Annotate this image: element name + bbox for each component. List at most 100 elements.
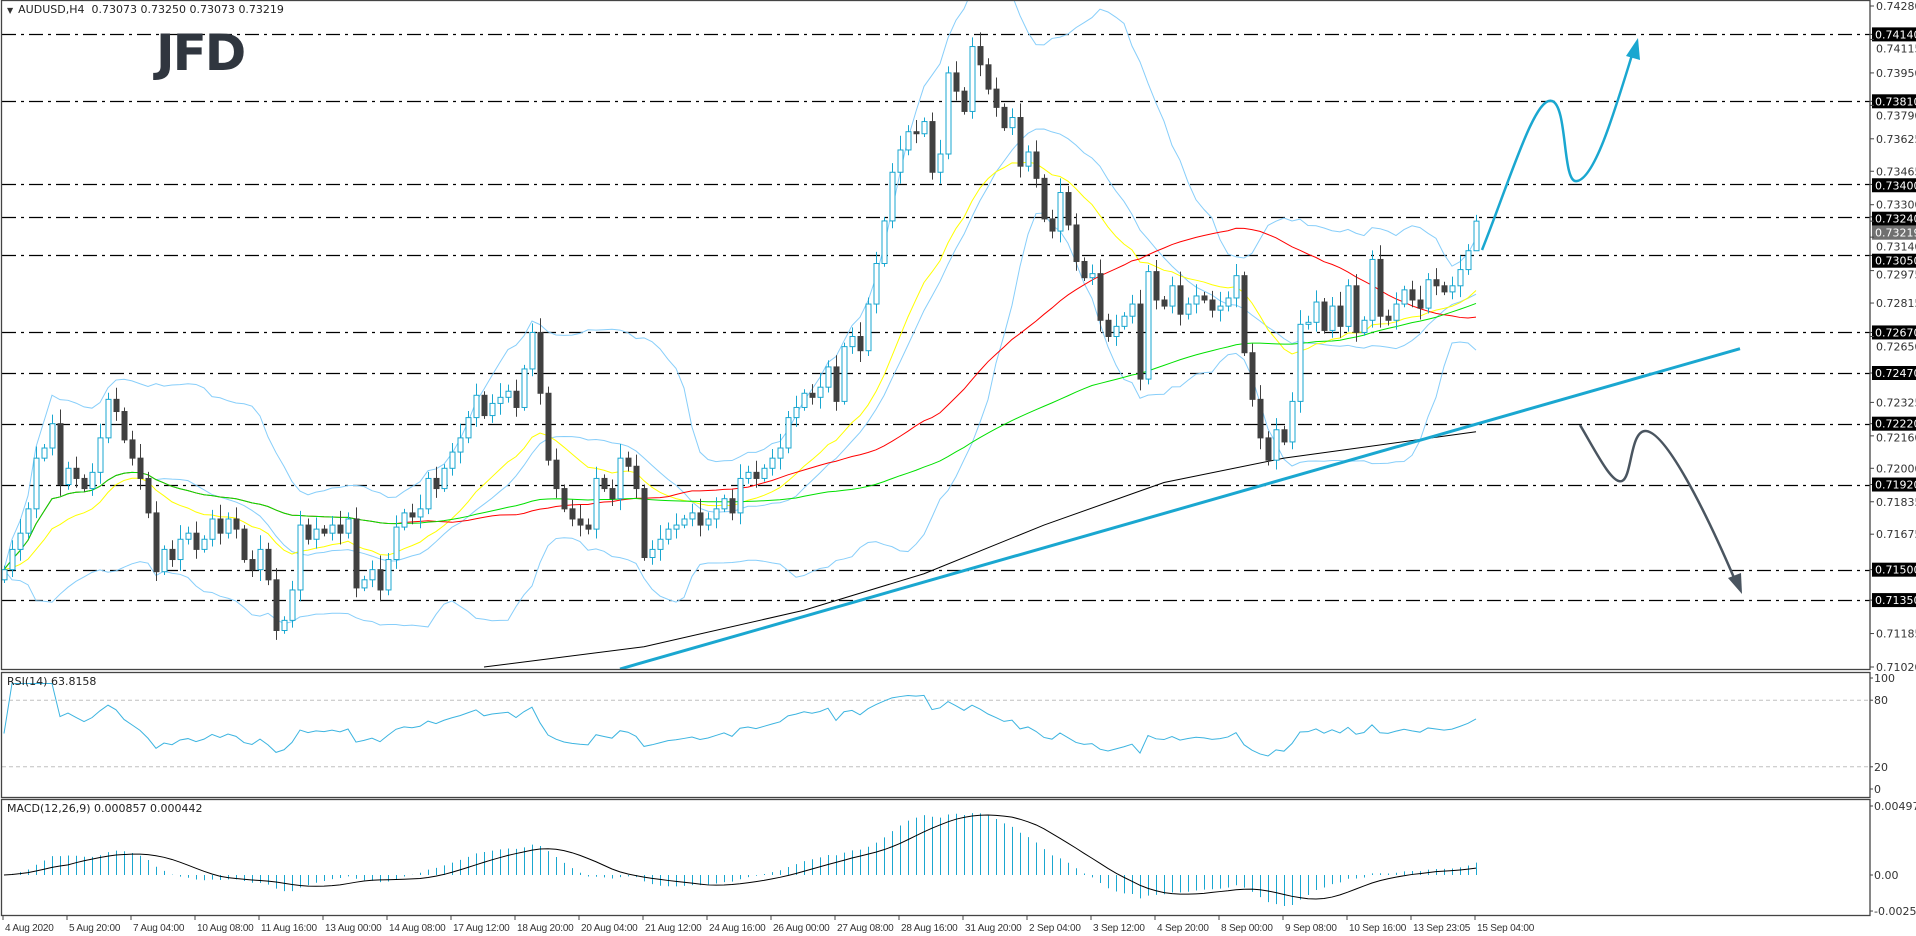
- candle: [913, 120, 920, 144]
- candle: [641, 484, 648, 561]
- candle-body: [273, 579, 280, 632]
- candle-body: [793, 406, 800, 419]
- candle-body: [1401, 289, 1408, 305]
- candle: [97, 423, 104, 484]
- candle: [513, 379, 520, 417]
- level-price-tag: [1872, 253, 1916, 268]
- candle: [633, 454, 640, 498]
- candle: [1081, 257, 1088, 281]
- candle: [305, 518, 312, 545]
- candle: [257, 535, 264, 582]
- candle: [937, 139, 944, 184]
- candle: [321, 525, 328, 537]
- current-price-label: 0.73219: [1875, 227, 1916, 240]
- candle: [1361, 316, 1368, 336]
- candle-body: [1305, 321, 1312, 325]
- candle: [1457, 255, 1464, 298]
- candle-body: [25, 508, 32, 534]
- candle-body: [1121, 315, 1128, 327]
- candle-body: [673, 524, 680, 530]
- candle-body: [1105, 319, 1112, 338]
- candle: [1073, 213, 1080, 271]
- candle: [1249, 343, 1256, 407]
- candle: [225, 512, 232, 539]
- candle: [1265, 431, 1272, 466]
- dropdown-triangle-icon[interactable]: ▼: [7, 6, 14, 15]
- candle: [1017, 103, 1024, 178]
- macd-signal-line: [3, 814, 1477, 900]
- candle-body: [1313, 301, 1320, 323]
- candle: [337, 510, 344, 545]
- candle-body: [777, 447, 784, 459]
- candle-body: [1369, 258, 1376, 321]
- candle-body: [9, 548, 16, 571]
- time-tick-label: 7 Aug 04:00: [133, 923, 185, 934]
- candle: [897, 135, 904, 184]
- candle-body: [537, 331, 544, 394]
- candle-body: [1089, 273, 1096, 279]
- candle: [617, 443, 624, 511]
- candle: [9, 540, 16, 577]
- candle-body: [1129, 303, 1136, 317]
- candle-body: [817, 386, 824, 398]
- candle-body: [473, 394, 480, 419]
- candle: [401, 508, 408, 531]
- forecast-down-arrowhead-icon: [1728, 573, 1742, 594]
- candle: [865, 297, 872, 356]
- candle: [273, 568, 280, 640]
- time-tick-label: 11 Aug 16:00: [261, 923, 317, 934]
- candle-body: [1465, 250, 1472, 271]
- candle-body: [1185, 303, 1192, 315]
- candle: [153, 501, 160, 582]
- candle-body: [1233, 275, 1240, 299]
- candle-body: [785, 417, 792, 449]
- ma-long-line: [483, 431, 1477, 668]
- candle-body: [409, 512, 416, 518]
- macd-tick-label: 0.004975: [1874, 800, 1916, 813]
- candle: [929, 112, 936, 180]
- candle-body: [681, 518, 688, 526]
- candle-body: [265, 548, 272, 581]
- candle: [297, 510, 304, 602]
- candle-body: [1417, 299, 1424, 309]
- candle-body: [897, 149, 904, 173]
- candle-body: [1009, 117, 1016, 129]
- candle-body: [569, 508, 576, 520]
- candle-body: [1073, 224, 1080, 262]
- candle-body: [905, 131, 912, 151]
- candle-body: [489, 402, 496, 417]
- candle-body: [1193, 295, 1200, 305]
- rsi-panel-frame: [0, 671, 1871, 799]
- candle: [657, 525, 664, 561]
- candle-body: [369, 569, 376, 581]
- candle-body: [401, 512, 408, 528]
- candle: [1177, 271, 1184, 326]
- candle-body: [697, 512, 704, 526]
- candle: [177, 525, 184, 571]
- candle: [785, 411, 792, 454]
- candle-body: [929, 121, 936, 173]
- candle: [1009, 108, 1016, 135]
- candle-body: [1209, 299, 1216, 311]
- candle: [1257, 385, 1264, 450]
- candle-body: [1425, 279, 1432, 309]
- candle: [105, 392, 112, 444]
- candle-body: [617, 457, 624, 500]
- candle: [1425, 273, 1432, 314]
- time-tick-label: 2 Sep 04:00: [1029, 923, 1081, 934]
- candle: [1217, 291, 1224, 322]
- candle: [1289, 392, 1296, 450]
- candle-body: [1217, 305, 1224, 311]
- candle: [241, 525, 248, 563]
- candle: [1449, 276, 1456, 300]
- time-tick-label: 14 Aug 08:00: [389, 923, 446, 934]
- candle-body: [217, 518, 224, 534]
- candle-body: [281, 619, 288, 632]
- candle: [1433, 268, 1440, 296]
- candle: [1377, 245, 1384, 328]
- bollinger-upper: [3, 0, 1477, 570]
- time-tick-label: 27 Aug 08:00: [837, 923, 894, 934]
